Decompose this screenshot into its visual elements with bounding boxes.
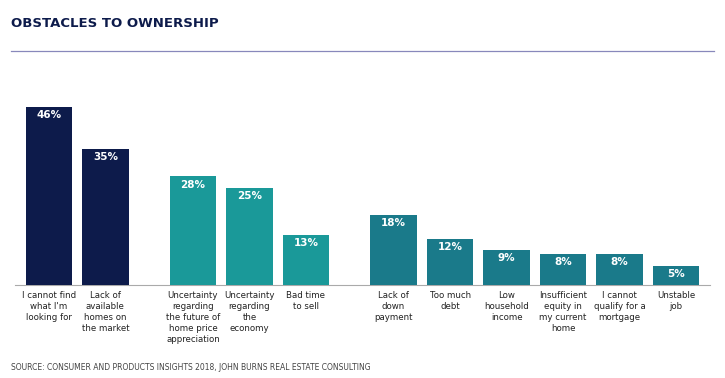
Text: SOURCE: CONSUMER AND PRODUCTS INSIGHTS 2018, JOHN BURNS REAL ESTATE CONSULTING: SOURCE: CONSUMER AND PRODUCTS INSIGHTS 2… xyxy=(11,363,370,372)
Text: 35%: 35% xyxy=(93,152,118,163)
Text: 13%: 13% xyxy=(294,238,318,248)
Text: 8%: 8% xyxy=(554,257,572,267)
Text: 18%: 18% xyxy=(381,218,406,228)
Bar xyxy=(427,239,473,285)
Bar xyxy=(82,149,128,285)
Text: 9%: 9% xyxy=(498,253,515,263)
Bar xyxy=(370,215,417,285)
Text: 5%: 5% xyxy=(667,269,685,279)
Text: 12%: 12% xyxy=(438,242,463,252)
Bar xyxy=(597,254,643,285)
Bar xyxy=(540,254,587,285)
Text: 46%: 46% xyxy=(36,110,62,120)
Bar xyxy=(484,250,530,285)
Text: 25%: 25% xyxy=(237,191,262,201)
Bar xyxy=(170,177,216,285)
Bar xyxy=(25,107,72,285)
Text: 28%: 28% xyxy=(181,180,205,189)
Bar xyxy=(653,266,700,285)
Bar xyxy=(283,235,329,285)
Text: OBSTACLES TO OWNERSHIP: OBSTACLES TO OWNERSHIP xyxy=(11,17,218,30)
Text: 8%: 8% xyxy=(610,257,629,267)
Bar xyxy=(226,188,273,285)
